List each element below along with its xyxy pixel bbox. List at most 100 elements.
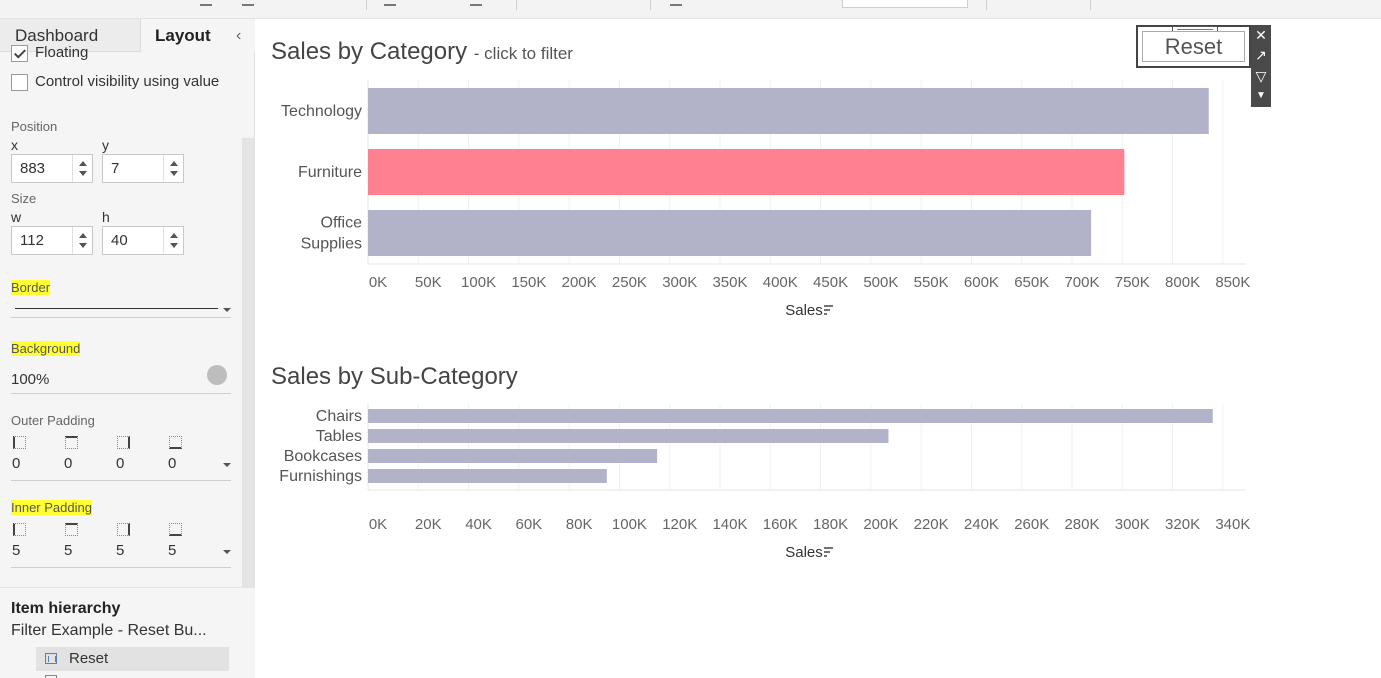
increment-icon[interactable] xyxy=(79,233,87,238)
floating-checkbox[interactable] xyxy=(11,44,28,62)
bar[interactable] xyxy=(368,409,1213,423)
tick-label: 0K xyxy=(369,516,387,533)
category-bar-chart[interactable]: Technology Furniture Office Supplies 0K 50K 10… xyxy=(256,79,1255,329)
floating-option[interactable]: Floating xyxy=(11,44,88,62)
tick-label: 850K xyxy=(1215,274,1250,291)
toolbar-icon[interactable] xyxy=(670,0,682,6)
tab-layout[interactable]: Layout xyxy=(141,19,255,52)
bar[interactable] xyxy=(368,449,658,463)
toolbar-separator xyxy=(516,0,517,10)
tick-label: 150K xyxy=(511,274,546,291)
sort-icon[interactable] xyxy=(824,305,833,315)
width-stepper-arrows[interactable] xyxy=(72,227,92,254)
chevron-down-icon[interactable]: ▼ xyxy=(1256,90,1266,101)
inner-padding-top[interactable]: 5 xyxy=(64,542,73,559)
panel-scrollbar[interactable] xyxy=(242,138,254,588)
tick-label: 800K xyxy=(1165,274,1200,291)
decrement-icon[interactable] xyxy=(79,243,87,248)
item-hierarchy: Item hierarchy Filter Example - Reset Bu… xyxy=(0,587,255,678)
toolbar-icon[interactable] xyxy=(200,0,212,6)
chevron-down-icon[interactable] xyxy=(223,463,231,467)
chevron-down-icon[interactable] xyxy=(223,308,231,312)
y-position-stepper[interactable]: 7 xyxy=(102,154,184,183)
height-stepper-arrows[interactable] xyxy=(163,227,183,254)
decrement-icon[interactable] xyxy=(170,243,178,248)
y-stepper-arrows[interactable] xyxy=(163,155,183,182)
tick-label: 350K xyxy=(712,274,747,291)
toolbar-separator xyxy=(986,0,987,10)
reset-button[interactable]: Reset xyxy=(1142,31,1245,62)
inner-padding-bottom[interactable]: 5 xyxy=(168,542,177,559)
filter-icon[interactable]: ▽ xyxy=(1255,68,1267,84)
toolbar-icon[interactable] xyxy=(470,0,482,6)
toolbar-dropdown[interactable] xyxy=(842,0,968,8)
increment-icon[interactable] xyxy=(79,161,87,166)
toolbar-icon[interactable] xyxy=(384,0,396,6)
go-to-sheet-icon[interactable]: ↗ xyxy=(1255,47,1267,63)
sort-icon[interactable] xyxy=(824,547,833,557)
bar[interactable] xyxy=(368,210,1092,256)
bar[interactable] xyxy=(368,469,607,483)
tick-label: 550K xyxy=(914,274,949,291)
tick-label: 300K xyxy=(1115,516,1150,533)
tick-label: 650K xyxy=(1014,274,1049,291)
background-label: Background xyxy=(11,341,81,356)
subcategory-bar-chart[interactable]: Chairs Tables Bookcases Furnishings 0K 20K 40K… xyxy=(256,404,1255,564)
control-visibility-option[interactable]: Control visibility using value xyxy=(11,73,219,91)
layout-panel: Dashboard Layout ‹ Floating Control visi… xyxy=(0,19,255,678)
x-position-value: 883 xyxy=(20,160,46,177)
width-stepper[interactable]: 112 xyxy=(11,226,93,255)
tick-label: 40K xyxy=(465,516,492,533)
hierarchy-dashboard-name[interactable]: Filter Example - Reset Bu... xyxy=(11,622,207,639)
x-label: x xyxy=(11,137,18,153)
x-axis-title: Sales xyxy=(785,544,823,561)
collapse-panel-icon[interactable]: ‹ xyxy=(236,27,242,44)
outer-padding-right[interactable]: 0 xyxy=(116,455,125,472)
tick-label: 180K xyxy=(813,516,848,533)
tick-label: 60K xyxy=(516,516,543,533)
outer-padding-label: Outer Padding xyxy=(11,413,95,428)
outer-padding-top[interactable]: 0 xyxy=(64,455,73,472)
bar[interactable] xyxy=(368,149,1125,195)
toolbar-icon[interactable] xyxy=(242,0,254,6)
background-color-swatch[interactable] xyxy=(207,365,227,385)
bar[interactable] xyxy=(368,88,1209,134)
control-visibility-checkbox[interactable] xyxy=(11,73,28,91)
tick-label: 280K xyxy=(1064,516,1099,533)
tick-label: 50K xyxy=(415,274,442,291)
height-stepper[interactable]: 40 xyxy=(102,226,184,255)
padding-top-icon xyxy=(65,523,78,536)
divider xyxy=(11,480,231,481)
toolbar-separator xyxy=(1090,0,1091,10)
x-position-stepper[interactable]: 883 xyxy=(11,154,93,183)
decrement-icon[interactable] xyxy=(170,171,178,176)
decrement-icon[interactable] xyxy=(79,171,87,176)
bar[interactable] xyxy=(368,429,889,443)
category-label: Furniture xyxy=(298,164,362,181)
tick-label: 220K xyxy=(914,516,949,533)
tick-label: 600K xyxy=(964,274,999,291)
padding-top-icon xyxy=(65,436,78,449)
background-opacity[interactable]: 100% xyxy=(11,371,50,388)
tick-label: 0K xyxy=(369,274,387,291)
y-label: y xyxy=(102,137,109,153)
chart-title-category: Sales by Category - click to filter xyxy=(271,38,573,66)
outer-padding-left[interactable]: 0 xyxy=(12,455,21,472)
chevron-down-icon[interactable] xyxy=(223,550,231,554)
inner-padding-right[interactable]: 5 xyxy=(116,542,125,559)
tick-label: 100K xyxy=(461,274,496,291)
tick-label: 200K xyxy=(863,516,898,533)
category-label: Bookcases xyxy=(284,448,362,465)
increment-icon[interactable] xyxy=(170,233,178,238)
reset-button-container[interactable]: Reset xyxy=(1136,25,1251,68)
border-style-dropdown[interactable] xyxy=(15,308,218,309)
inner-padding-left[interactable]: 5 xyxy=(12,542,21,559)
hierarchy-item-reset[interactable]: Reset xyxy=(36,647,229,671)
tick-label: 700K xyxy=(1064,274,1099,291)
x-stepper-arrows[interactable] xyxy=(72,155,92,182)
inner-padding-section-label: Inner Padding xyxy=(11,500,92,515)
close-icon[interactable]: ✕ xyxy=(1255,27,1267,43)
increment-icon[interactable] xyxy=(170,161,178,166)
category-label: Furnishings xyxy=(279,468,362,485)
outer-padding-bottom[interactable]: 0 xyxy=(168,455,177,472)
